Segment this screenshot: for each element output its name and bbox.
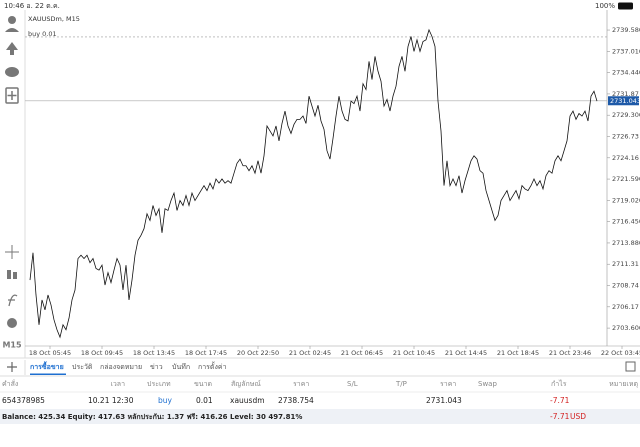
- x-tick-label: 20 Oct 22:50: [237, 349, 279, 357]
- x-tick-label: 21 Oct 14:45: [445, 349, 487, 357]
- header-cell: คำสั่ง: [2, 379, 18, 388]
- y-tick-label: 2724.16: [612, 154, 639, 162]
- chat-icon[interactable]: [5, 67, 19, 77]
- expand-icon[interactable]: [625, 361, 636, 372]
- indicator-icon[interactable]: [7, 270, 11, 279]
- y-tick-label: 2706.17: [612, 303, 639, 311]
- header-cell: T/P: [395, 380, 407, 388]
- chart: XAUUSDm, M15 2739.580 2737.010 2734.440 273…: [25, 10, 640, 357]
- header-cell: Swap: [478, 380, 497, 388]
- objects-icon[interactable]: [7, 318, 17, 328]
- price-series: [29, 28, 598, 339]
- x-tick-label: 21 Oct 23:46: [549, 349, 591, 357]
- account-icon-body: [5, 28, 19, 32]
- order-id: 654378985: [2, 396, 45, 405]
- y-tick-label: 2711.31: [612, 260, 639, 268]
- account-icon: [8, 16, 16, 24]
- summary-text: Balance: 425.34 Equity: 417.63 หลักประกั…: [2, 413, 302, 421]
- header-cell: สัญลักษณ์: [231, 380, 261, 388]
- add-button[interactable]: [7, 362, 17, 372]
- order-profit: -7.71: [550, 396, 570, 405]
- tab[interactable]: บันทึก: [172, 362, 190, 371]
- new-order-icon[interactable]: [5, 87, 19, 104]
- tab[interactable]: กล่องจดหมาย: [100, 363, 142, 371]
- order-line-label: buy 0.01: [28, 30, 57, 38]
- y-tick-label: 2737.010: [612, 47, 640, 55]
- x-tick-label: 18 Oct 17:45: [185, 349, 227, 357]
- y-tick-label: 2734.440: [612, 69, 640, 77]
- battery-level: 100%: [595, 2, 615, 10]
- x-tick-label: 18 Oct 13:45: [133, 349, 175, 357]
- open-price: 2738.754: [278, 396, 314, 405]
- header-cell: ราคา: [440, 380, 456, 388]
- order-size: 0.01: [196, 396, 213, 405]
- current-price: 2731.043: [426, 396, 462, 405]
- order-time: 10.21 12:30: [88, 396, 134, 405]
- tab-bar: การซื้อขาย ประวัติ กล่องจดหมาย ข่าว บันทึก กา…: [30, 360, 227, 375]
- x-tick-label: 18 Oct 09:45: [81, 349, 123, 357]
- function-icon[interactable]: [8, 294, 18, 307]
- indicator-icon-b: [13, 272, 17, 279]
- y-tick-label: 2726.73: [612, 132, 639, 140]
- trade-icon[interactable]: [6, 42, 18, 55]
- battery-icon: [618, 2, 633, 10]
- header-cell: หมายเหตุ: [609, 380, 638, 388]
- header-cell: กำไร: [551, 379, 567, 388]
- summary-currency: USD: [570, 412, 586, 421]
- x-tick-label: 22 Oct 03:45: [601, 349, 640, 357]
- x-tick-label: 21 Oct 02:45: [289, 349, 331, 357]
- header-cell: ขนาด: [194, 380, 212, 388]
- chart-title: XAUUSDm, M15: [28, 15, 80, 23]
- header-cell: S/L: [347, 380, 358, 388]
- price-label: 2731.043: [610, 97, 640, 105]
- y-tick-label: 2713.880: [612, 239, 640, 247]
- order-symbol: xauusdm: [230, 396, 265, 405]
- price-label-box: [608, 96, 639, 106]
- tab-active-indicator: [30, 373, 66, 375]
- y-tick-label: 2703.600: [612, 324, 640, 332]
- tab[interactable]: ข่าว: [150, 363, 163, 371]
- tab[interactable]: การซื้อขาย: [30, 360, 64, 371]
- new-order-plus: [7, 91, 17, 100]
- table-row[interactable]: 654378985 10.21 12:30 buy 0.01 xauusdm 2…: [2, 396, 570, 405]
- y-tick-label: 2719.020: [612, 196, 640, 204]
- y-tick-label: 2729.300: [612, 111, 640, 119]
- y-tick-label: 2731.87: [612, 90, 639, 98]
- wifi-icon: [559, 3, 567, 9]
- tab[interactable]: การตั้งค่า: [198, 360, 227, 371]
- y-tick-label: 2721.590: [612, 175, 640, 183]
- y-tick-label: 2716.450: [612, 218, 640, 226]
- x-tick-label: 21 Oct 10:45: [393, 349, 435, 357]
- y-tick-label: 2739.580: [612, 26, 640, 34]
- summary-bar: [0, 409, 640, 424]
- sidebar: M15: [2, 16, 22, 350]
- crosshair-icon[interactable]: [5, 245, 19, 259]
- tab[interactable]: ประวัติ: [72, 363, 93, 371]
- header-cell: ประเภท: [147, 380, 171, 388]
- header-cell: ราคา: [293, 380, 309, 388]
- header-cell: เวลา: [110, 380, 125, 388]
- x-tick-label: 18 Oct 05:45: [29, 349, 71, 357]
- x-tick-label: 21 Oct 06:45: [341, 349, 383, 357]
- summary-profit: -7.71: [550, 412, 570, 421]
- order-type: buy: [158, 396, 173, 405]
- status-time: 10:46 อ. 22 ต.ค.: [4, 2, 60, 10]
- x-tick-label: 21 Oct 18:45: [497, 349, 539, 357]
- table-header: คำสั่ง เวลา ประเภท ขนาด สัญลักษณ์ ราคา S…: [2, 379, 638, 388]
- y-tick-label: 2708.74: [612, 282, 639, 290]
- timeframe-button[interactable]: M15: [2, 341, 22, 350]
